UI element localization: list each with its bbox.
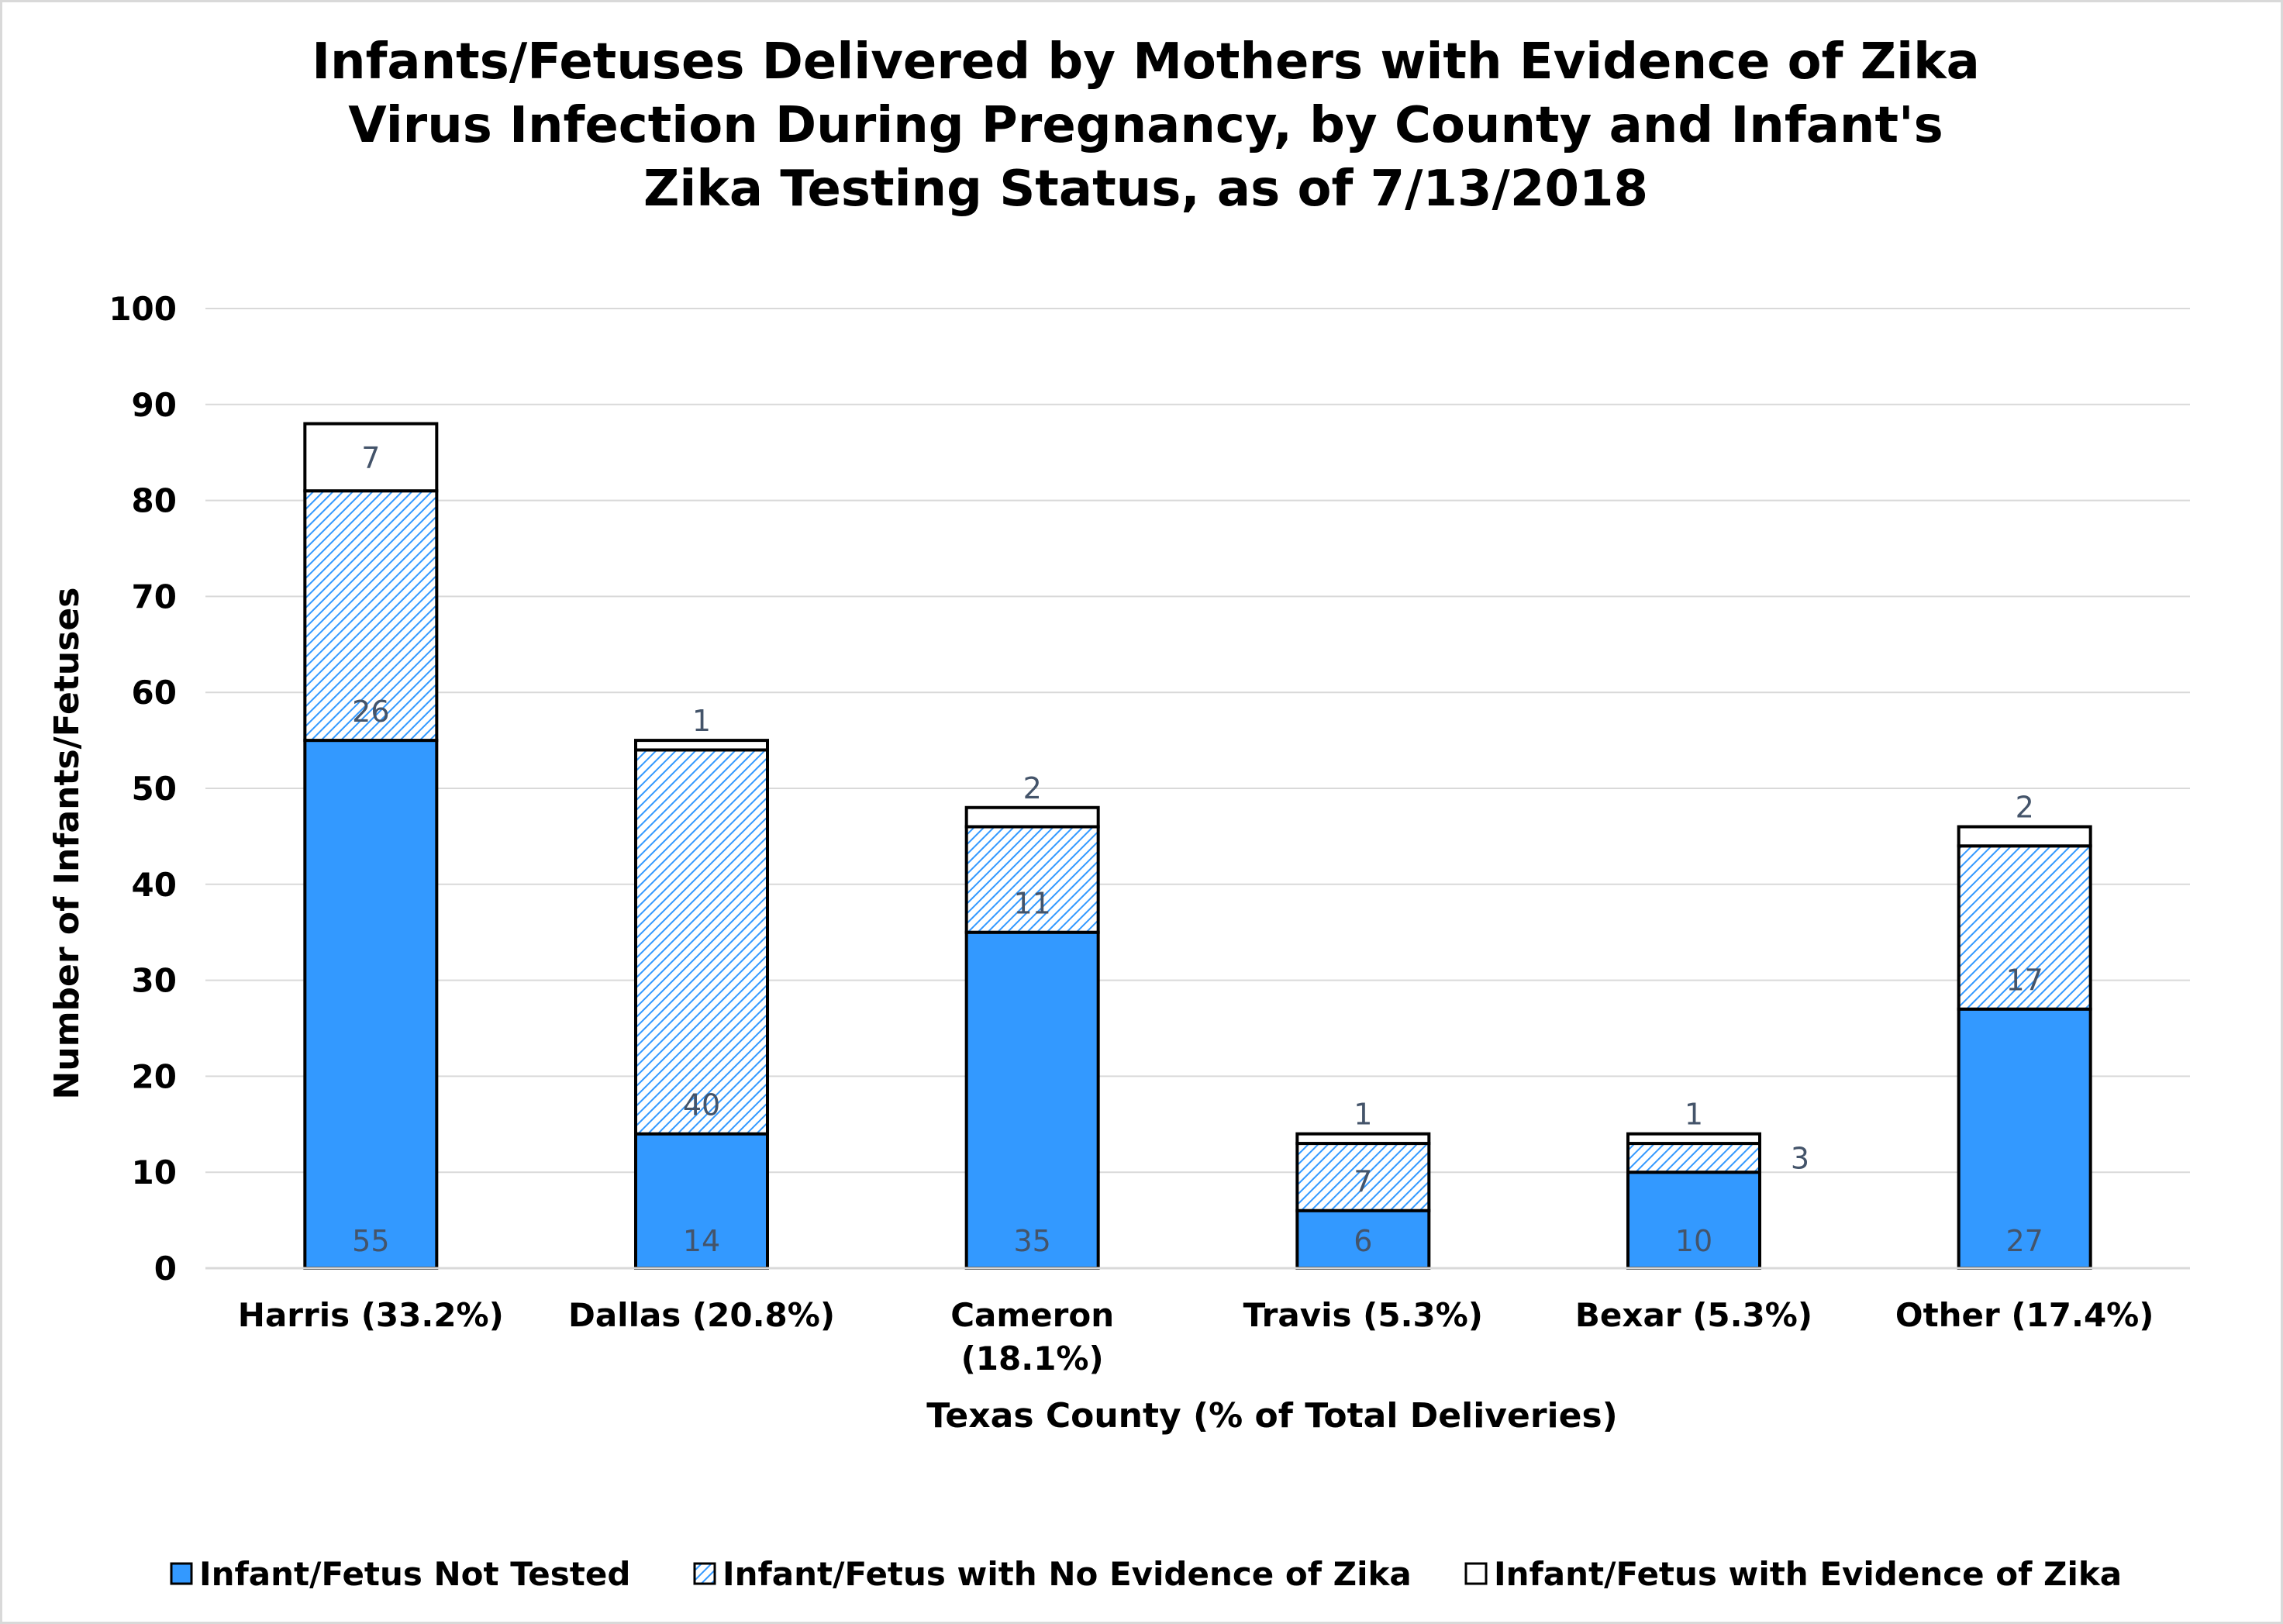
y-tick-label: 10	[132, 1153, 177, 1191]
data-label: 7	[361, 441, 380, 475]
bars	[303, 422, 2092, 1271]
data-label: 1	[1685, 1098, 1703, 1132]
x-axis-title: Texas County (% of Total Deliveries)	[926, 1396, 1618, 1436]
data-label: 11	[1013, 887, 1050, 921]
bar-segment	[1957, 825, 2092, 848]
x-tick-label: Bexar (5.3%)	[1575, 1296, 1812, 1334]
bar-segment	[634, 739, 769, 752]
x-tick-label: Cameron	[950, 1296, 1114, 1334]
data-label: 3	[1791, 1142, 1809, 1176]
data-label: 7	[1354, 1165, 1372, 1199]
x-tick-label: Travis (5.3%)	[1243, 1296, 1483, 1334]
x-tick-label: Harris (33.2%)	[238, 1296, 504, 1334]
data-label: 10	[1675, 1224, 1712, 1258]
y-tick-label: 40	[132, 866, 177, 904]
x-tick-label: (18.1%)	[961, 1340, 1104, 1377]
legend-item: Infant/Fetus Not Tested	[170, 1555, 630, 1593]
data-label: 40	[683, 1088, 720, 1122]
y-tick-label: 20	[132, 1057, 177, 1095]
data-label: 6	[1354, 1224, 1372, 1258]
data-label: 2	[1023, 771, 1042, 805]
data-label: 26	[352, 695, 389, 729]
data-label: 35	[1013, 1224, 1050, 1258]
data-label: 17	[2005, 964, 2043, 998]
y-axis: 0 10 20 30 40 50 60 70 80 90 100	[109, 290, 177, 1288]
bar-segment	[964, 930, 1100, 1270]
y-tick-label: 0	[154, 1250, 177, 1288]
y-tick-label: 90	[132, 386, 177, 424]
legend-swatch	[693, 1562, 716, 1585]
chart-title: Infants/Fetuses Delivered by Mothers wit…	[312, 33, 1980, 218]
bar-segment	[303, 489, 439, 743]
data-label: 1	[692, 704, 711, 738]
legend-label: Infant/Fetus Not Tested	[199, 1555, 630, 1593]
legend-item: Infant/Fetus with Evidence of Zika	[1464, 1555, 2122, 1593]
gridlines	[205, 308, 2190, 1269]
y-tick-label: 100	[109, 290, 177, 328]
bar-segment	[1626, 1132, 1761, 1146]
x-tick-label: Other (17.4%)	[1895, 1296, 2154, 1334]
bar-segment	[634, 748, 769, 1136]
data-label: 27	[2005, 1224, 2043, 1258]
bar-segment	[303, 739, 439, 1270]
data-label: 2	[2016, 791, 2034, 825]
bar-segment	[634, 1132, 769, 1271]
legend-swatch	[170, 1562, 193, 1585]
bar-segment	[964, 805, 1100, 829]
legend-label: Infant/Fetus with No Evidence of Zika	[722, 1555, 1412, 1593]
data-label: 14	[683, 1224, 720, 1258]
legend-label: Infant/Fetus with Evidence of Zika	[1494, 1555, 2122, 1593]
chart-title-line: Infants/Fetuses Delivered by Mothers wit…	[312, 33, 1980, 91]
bar-segment	[1295, 1209, 1431, 1270]
y-tick-label: 80	[132, 482, 177, 520]
chart-title-line: Virus Infection During Pregnancy, by Cou…	[348, 97, 1943, 154]
legend: Infant/Fetus Not Tested Infant/Fetus with…	[170, 1555, 2122, 1593]
y-axis-title: Number of Infants/Fetuses	[47, 588, 87, 1100]
legend-swatch	[1464, 1562, 1488, 1585]
chart-title-line: Zika Testing Status, as of 7/13/2018	[643, 160, 1648, 218]
x-tick-label: Dallas (20.8%)	[568, 1296, 835, 1334]
bar-segment	[1295, 1132, 1431, 1146]
x-axis: Harris (33.2%) Dallas (20.8%) Cameron (18.1…	[205, 1267, 2190, 1377]
data-label: 1	[1354, 1098, 1372, 1132]
y-tick-label: 60	[132, 674, 177, 712]
y-tick-label: 70	[132, 578, 177, 615]
y-tick-label: 50	[132, 770, 177, 808]
bar-segment	[303, 422, 439, 493]
y-tick-label: 30	[132, 962, 177, 1000]
data-label: 55	[352, 1224, 389, 1258]
bar-segment	[1626, 1142, 1761, 1174]
bar-segment	[964, 825, 1100, 934]
legend-item: Infant/Fetus with No Evidence of Zika	[693, 1555, 1412, 1593]
